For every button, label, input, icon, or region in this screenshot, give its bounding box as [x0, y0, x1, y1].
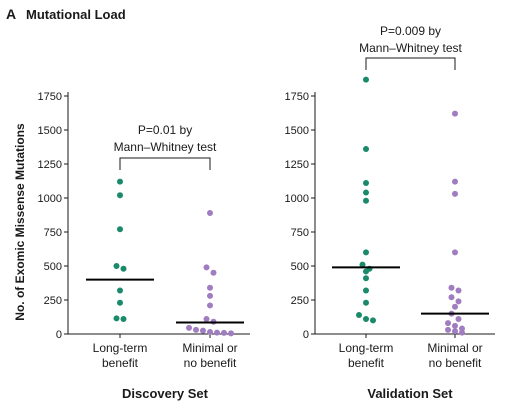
y-tick-label: 750: [291, 227, 309, 239]
y-tick-label: 1000: [285, 193, 309, 205]
y-axis-label: No. of Exomic Missense Mutations: [13, 123, 27, 321]
panel-title: Mutational Load: [26, 7, 126, 22]
x-tick-label: Long-term: [339, 341, 394, 355]
data-point: [445, 320, 451, 327]
chart-title: Discovery Set: [122, 386, 209, 401]
data-point: [452, 249, 458, 256]
data-point: [113, 315, 120, 322]
data-point: [356, 311, 362, 318]
data-point: [228, 330, 234, 337]
data-point: [363, 299, 369, 306]
data-point: [363, 180, 369, 187]
data-point: [221, 329, 227, 336]
y-tick-label: 1250: [38, 159, 62, 171]
y-tick-label: 250: [291, 295, 309, 307]
x-tick-label: no benefit: [429, 356, 482, 370]
data-point: [452, 110, 458, 117]
data-point: [448, 284, 455, 291]
data-point: [120, 316, 127, 323]
y-tick-label: 1000: [38, 193, 62, 205]
data-point: [207, 284, 213, 291]
y-tick-label: 0: [303, 329, 309, 341]
data-point: [363, 146, 369, 153]
data-point: [203, 264, 210, 271]
data-point: [455, 316, 462, 323]
y-tick-label: 1500: [285, 125, 309, 137]
data-point: [359, 261, 366, 268]
data-point: [363, 249, 369, 256]
data-point: [210, 269, 217, 276]
data-point: [363, 76, 369, 83]
y-tick-label: 1500: [38, 125, 62, 137]
data-point: [207, 292, 213, 299]
data-point: [445, 326, 451, 333]
plots: 02505007501000125015001750Long-termbenef…: [38, 24, 495, 401]
data-point: [117, 192, 123, 199]
x-tick-label: Minimal or: [427, 341, 482, 355]
significance-bracket: [365, 57, 456, 70]
y-tick-label: 1750: [285, 91, 309, 103]
data-point: [452, 190, 458, 197]
data-point: [448, 294, 455, 301]
x-tick-label: no benefit: [184, 356, 237, 370]
x-tick-label: benefit: [102, 356, 139, 370]
y-tick-label: 1250: [285, 159, 309, 171]
data-point: [200, 327, 206, 334]
data-point: [363, 287, 369, 294]
data-point: [120, 265, 127, 272]
data-point: [363, 268, 369, 275]
data-point: [203, 316, 210, 323]
significance-bracket: [119, 157, 211, 170]
data-point: [117, 287, 123, 294]
data-point: [214, 329, 220, 336]
y-tick-label: 0: [56, 329, 62, 341]
data-point: [117, 178, 123, 185]
data-point: [207, 328, 213, 335]
panel-1: 0 250 500 750 1000 1250 1500 1750 Long-termbenef…: [38, 91, 250, 401]
data-point: [363, 189, 369, 196]
annotation: P=0.009 by: [380, 24, 441, 38]
y-tick-label: 1750: [38, 91, 62, 103]
data-point: [370, 317, 376, 324]
data-point: [455, 287, 462, 294]
data-point: [455, 298, 462, 305]
chart-title: Validation Set: [367, 386, 453, 401]
data-point: [186, 324, 192, 331]
panel-2: 0 250 500 750 1000 1250 1500 1750 Long-termbenef…: [285, 24, 495, 401]
data-point: [207, 209, 213, 216]
data-point: [452, 328, 458, 335]
data-point: [452, 303, 458, 310]
data-point: [207, 302, 213, 309]
data-point: [459, 329, 465, 336]
x-tick-label: Minimal or: [182, 341, 237, 355]
data-point: [117, 299, 123, 306]
annotation: Mann–Whitney test: [359, 41, 462, 55]
x-tick-label: benefit: [348, 356, 385, 370]
data-point: [113, 263, 120, 269]
data-point: [363, 316, 369, 323]
data-point: [452, 322, 458, 329]
y-tick-label: 500: [44, 261, 62, 273]
y-tick-label: 750: [44, 227, 62, 239]
data-point: [193, 326, 199, 333]
data-point: [363, 275, 369, 282]
data-point: [363, 197, 369, 204]
x-tick-label: Long-term: [93, 341, 148, 355]
y-tick-label: 500: [291, 261, 309, 273]
annotation: Mann–Whitney test: [114, 140, 217, 154]
data-point: [117, 226, 123, 233]
y-tick-label: 250: [44, 295, 62, 307]
data-point: [452, 178, 458, 185]
annotation: P=0.01 by: [138, 123, 192, 137]
panel-letter: A: [6, 6, 16, 22]
